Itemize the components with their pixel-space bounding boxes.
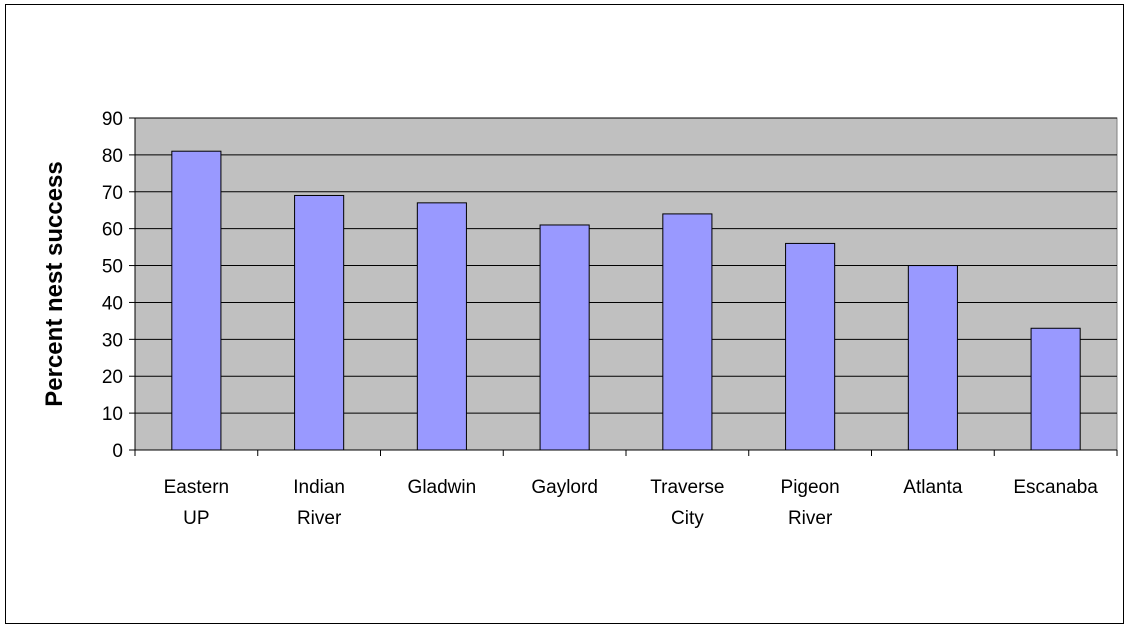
y-tick-label: 40	[102, 293, 123, 314]
x-tick-label-line: Pigeon	[781, 477, 840, 498]
x-tick-label: Escanaba	[1013, 477, 1098, 498]
x-tick-label: Gladwin	[408, 477, 477, 498]
x-tick-label: Traverse City	[650, 477, 724, 529]
y-tick-label: 10	[102, 404, 123, 425]
x-tick-label-line: Gladwin	[408, 477, 477, 498]
bar	[785, 242, 836, 451]
bar	[1030, 327, 1081, 451]
x-tick-label-line: City	[671, 508, 704, 529]
x-tick-label: Pigeon River	[781, 477, 840, 529]
x-tick-label-line: Indian	[293, 477, 345, 498]
bar	[907, 265, 958, 451]
x-tick-label: Gaylord	[531, 477, 598, 498]
x-tick-label-line: Eastern	[164, 477, 229, 498]
x-tick-label: Eastern UP	[164, 477, 229, 529]
bars	[171, 150, 1081, 451]
x-tick-label-line: Atlanta	[903, 477, 963, 498]
y-axis-ticks: 0 10 20 30 40 50 60 70 80 90	[102, 109, 135, 462]
x-tick-label-line: River	[297, 508, 342, 529]
x-tick-label-line: UP	[183, 508, 209, 529]
x-tick-label: Atlanta	[903, 477, 963, 498]
x-axis-ticks: Eastern UP Indian River Gladwin Gaylord Traver…	[134, 450, 1118, 529]
bar	[539, 224, 590, 451]
x-tick-label-line: Escanaba	[1013, 477, 1098, 498]
y-tick-label: 0	[112, 441, 123, 462]
y-tick-label: 60	[102, 220, 123, 241]
bar	[171, 150, 222, 451]
bar	[416, 202, 467, 451]
plot-area	[134, 117, 1118, 451]
x-tick-label: Indian River	[293, 477, 345, 529]
x-tick-label-line: Gaylord	[531, 477, 598, 498]
y-tick-label: 20	[102, 367, 123, 388]
y-axis-label: Percent nest success	[41, 161, 68, 406]
x-tick-label-line: River	[788, 508, 833, 529]
y-tick-label: 30	[102, 330, 123, 351]
y-tick-label: 70	[102, 183, 123, 204]
bar	[294, 194, 345, 451]
y-tick-label: 90	[102, 109, 123, 130]
bar	[662, 213, 713, 451]
y-tick-label: 80	[102, 146, 123, 167]
x-tick-label-line: Traverse	[650, 477, 724, 498]
y-tick-label: 50	[102, 257, 123, 278]
